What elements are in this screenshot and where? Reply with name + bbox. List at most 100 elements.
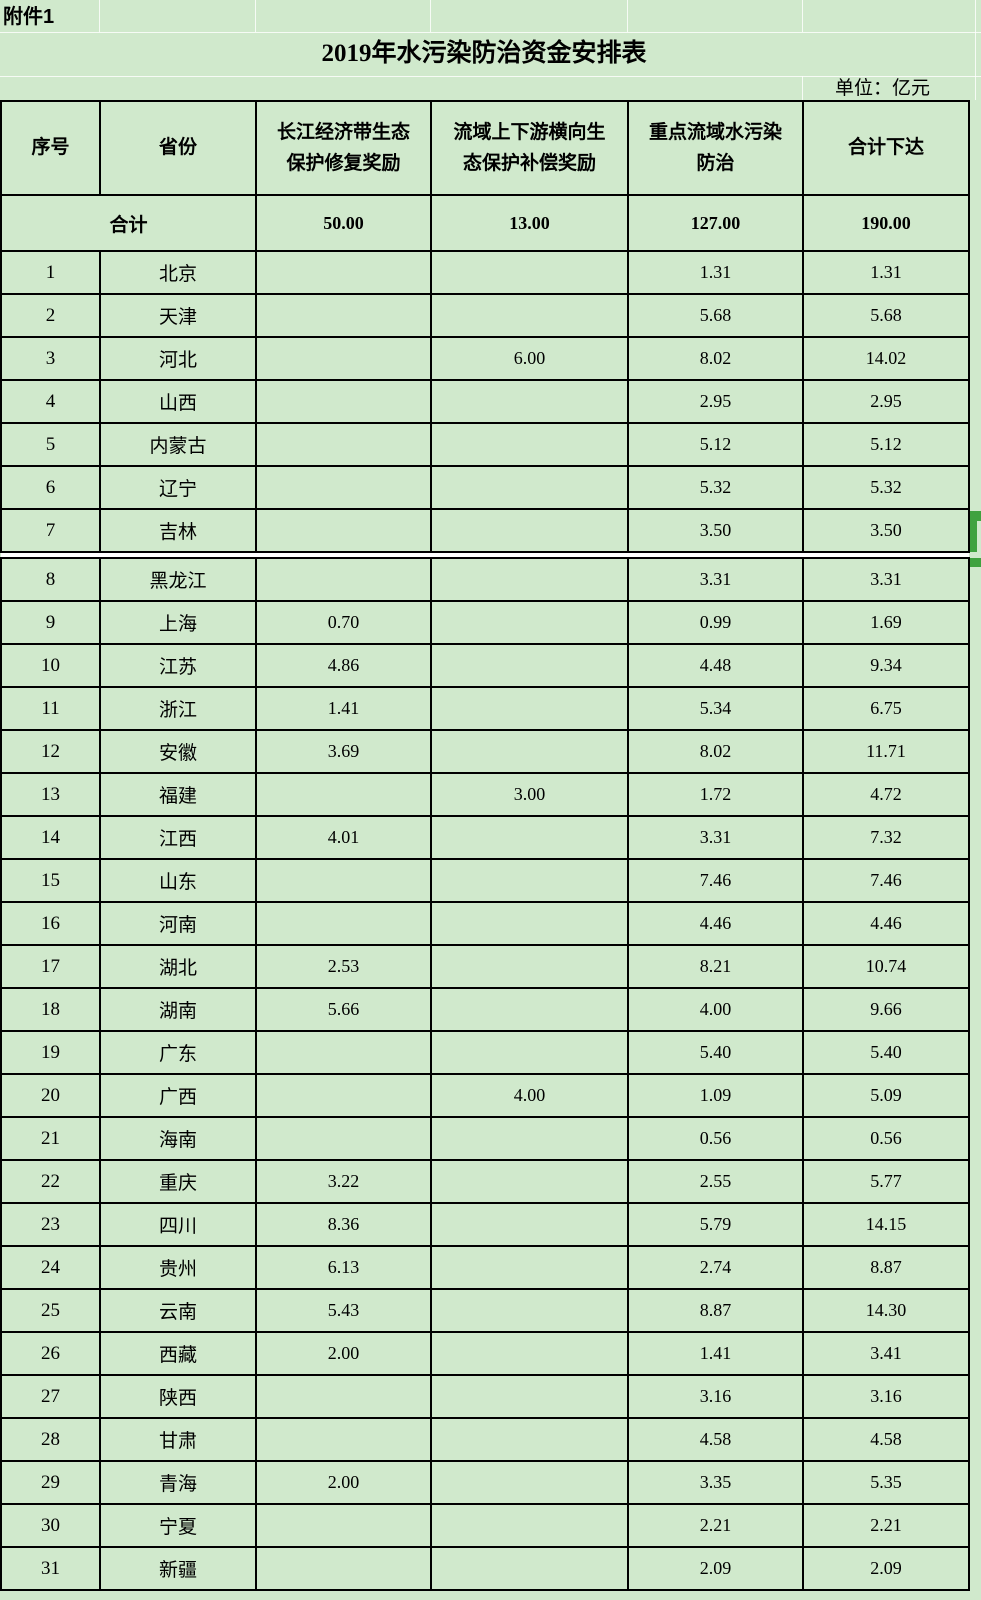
province-cell[interactable]: 青海: [99, 1460, 257, 1505]
yangtze-value-cell[interactable]: 6.13: [255, 1245, 432, 1290]
basin-value-cell[interactable]: [430, 250, 629, 295]
province-cell[interactable]: 广西: [99, 1073, 257, 1118]
yangtze-value-cell[interactable]: [255, 557, 432, 602]
keybasin-value-cell[interactable]: 3.31: [627, 815, 804, 860]
province-cell[interactable]: 山东: [99, 858, 257, 903]
row-index-cell[interactable]: 11: [0, 686, 101, 731]
basin-value-cell[interactable]: [430, 1202, 629, 1247]
header-yangtze-reward[interactable]: 长江经济带生态 保护修复奖励: [255, 100, 432, 196]
total-value-cell[interactable]: 3.41: [802, 1331, 970, 1376]
row-index-cell[interactable]: 28: [0, 1417, 101, 1462]
yangtze-value-cell[interactable]: 8.36: [255, 1202, 432, 1247]
total-basin-cell[interactable]: 13.00: [430, 194, 629, 252]
province-cell[interactable]: 河北: [99, 336, 257, 381]
province-cell[interactable]: 甘肃: [99, 1417, 257, 1462]
keybasin-value-cell[interactable]: 7.46: [627, 858, 804, 903]
header-total-issued[interactable]: 合计下达: [802, 100, 970, 196]
basin-value-cell[interactable]: [430, 508, 629, 553]
row-index-cell[interactable]: 4: [0, 379, 101, 424]
total-value-cell[interactable]: 5.40: [802, 1030, 970, 1075]
total-issued-cell[interactable]: 190.00: [802, 194, 970, 252]
total-value-cell[interactable]: 2.95: [802, 379, 970, 424]
basin-value-cell[interactable]: [430, 293, 629, 338]
total-value-cell[interactable]: 9.66: [802, 987, 970, 1032]
row-index-cell[interactable]: 10: [0, 643, 101, 688]
keybasin-value-cell[interactable]: 5.79: [627, 1202, 804, 1247]
yangtze-value-cell[interactable]: [255, 1417, 432, 1462]
keybasin-value-cell[interactable]: 3.35: [627, 1460, 804, 1505]
province-cell[interactable]: 湖南: [99, 987, 257, 1032]
row-index-cell[interactable]: 9: [0, 600, 101, 645]
row-index-cell[interactable]: 2: [0, 293, 101, 338]
yangtze-value-cell[interactable]: [255, 1374, 432, 1419]
keybasin-value-cell[interactable]: 4.00: [627, 987, 804, 1032]
total-value-cell[interactable]: 1.31: [802, 250, 970, 295]
keybasin-value-cell[interactable]: 1.72: [627, 772, 804, 817]
keybasin-value-cell[interactable]: 2.55: [627, 1159, 804, 1204]
province-cell[interactable]: 湖北: [99, 944, 257, 989]
province-cell[interactable]: 吉林: [99, 508, 257, 553]
total-value-cell[interactable]: 5.35: [802, 1460, 970, 1505]
keybasin-value-cell[interactable]: 5.32: [627, 465, 804, 510]
total-value-cell[interactable]: 5.68: [802, 293, 970, 338]
total-value-cell[interactable]: 3.50: [802, 508, 970, 553]
keybasin-value-cell[interactable]: 2.09: [627, 1546, 804, 1591]
keybasin-value-cell[interactable]: 4.46: [627, 901, 804, 946]
yangtze-value-cell[interactable]: 5.66: [255, 987, 432, 1032]
yangtze-value-cell[interactable]: 3.22: [255, 1159, 432, 1204]
basin-value-cell[interactable]: [430, 1245, 629, 1290]
yangtze-value-cell[interactable]: [255, 336, 432, 381]
basin-value-cell[interactable]: [430, 422, 629, 467]
basin-value-cell[interactable]: [430, 729, 629, 774]
basin-value-cell[interactable]: 3.00: [430, 772, 629, 817]
total-label-cell[interactable]: 合计: [0, 194, 257, 252]
basin-value-cell[interactable]: [430, 1331, 629, 1376]
province-cell[interactable]: 云南: [99, 1288, 257, 1333]
basin-value-cell[interactable]: [430, 815, 629, 860]
yangtze-value-cell[interactable]: [255, 508, 432, 553]
basin-value-cell[interactable]: [430, 1116, 629, 1161]
total-value-cell[interactable]: 6.75: [802, 686, 970, 731]
keybasin-value-cell[interactable]: 8.02: [627, 729, 804, 774]
province-cell[interactable]: 北京: [99, 250, 257, 295]
header-index[interactable]: 序号: [0, 100, 101, 196]
province-cell[interactable]: 黑龙江: [99, 557, 257, 602]
total-value-cell[interactable]: 2.21: [802, 1503, 970, 1548]
yangtze-value-cell[interactable]: 5.43: [255, 1288, 432, 1333]
yangtze-value-cell[interactable]: 4.01: [255, 815, 432, 860]
row-index-cell[interactable]: 3: [0, 336, 101, 381]
row-index-cell[interactable]: 15: [0, 858, 101, 903]
basin-value-cell[interactable]: 4.00: [430, 1073, 629, 1118]
basin-value-cell[interactable]: [430, 1288, 629, 1333]
total-value-cell[interactable]: 3.16: [802, 1374, 970, 1419]
yangtze-value-cell[interactable]: [255, 1073, 432, 1118]
row-index-cell[interactable]: 20: [0, 1073, 101, 1118]
yangtze-value-cell[interactable]: [255, 250, 432, 295]
total-value-cell[interactable]: 10.74: [802, 944, 970, 989]
yangtze-value-cell[interactable]: [255, 858, 432, 903]
keybasin-value-cell[interactable]: 5.12: [627, 422, 804, 467]
row-index-cell[interactable]: 25: [0, 1288, 101, 1333]
yangtze-value-cell[interactable]: [255, 772, 432, 817]
province-cell[interactable]: 山西: [99, 379, 257, 424]
yangtze-value-cell[interactable]: [255, 901, 432, 946]
total-value-cell[interactable]: 14.30: [802, 1288, 970, 1333]
keybasin-value-cell[interactable]: 0.56: [627, 1116, 804, 1161]
total-value-cell[interactable]: 14.15: [802, 1202, 970, 1247]
province-cell[interactable]: 上海: [99, 600, 257, 645]
yangtze-value-cell[interactable]: 1.41: [255, 686, 432, 731]
yangtze-value-cell[interactable]: 2.53: [255, 944, 432, 989]
keybasin-value-cell[interactable]: 4.48: [627, 643, 804, 688]
province-cell[interactable]: 内蒙古: [99, 422, 257, 467]
province-cell[interactable]: 江西: [99, 815, 257, 860]
province-cell[interactable]: 贵州: [99, 1245, 257, 1290]
total-value-cell[interactable]: 5.32: [802, 465, 970, 510]
total-keybasin-cell[interactable]: 127.00: [627, 194, 804, 252]
basin-value-cell[interactable]: [430, 600, 629, 645]
total-value-cell[interactable]: 0.56: [802, 1116, 970, 1161]
keybasin-value-cell[interactable]: 3.16: [627, 1374, 804, 1419]
total-value-cell[interactable]: 4.72: [802, 772, 970, 817]
keybasin-value-cell[interactable]: 8.02: [627, 336, 804, 381]
keybasin-value-cell[interactable]: 5.34: [627, 686, 804, 731]
basin-value-cell[interactable]: [430, 1417, 629, 1462]
